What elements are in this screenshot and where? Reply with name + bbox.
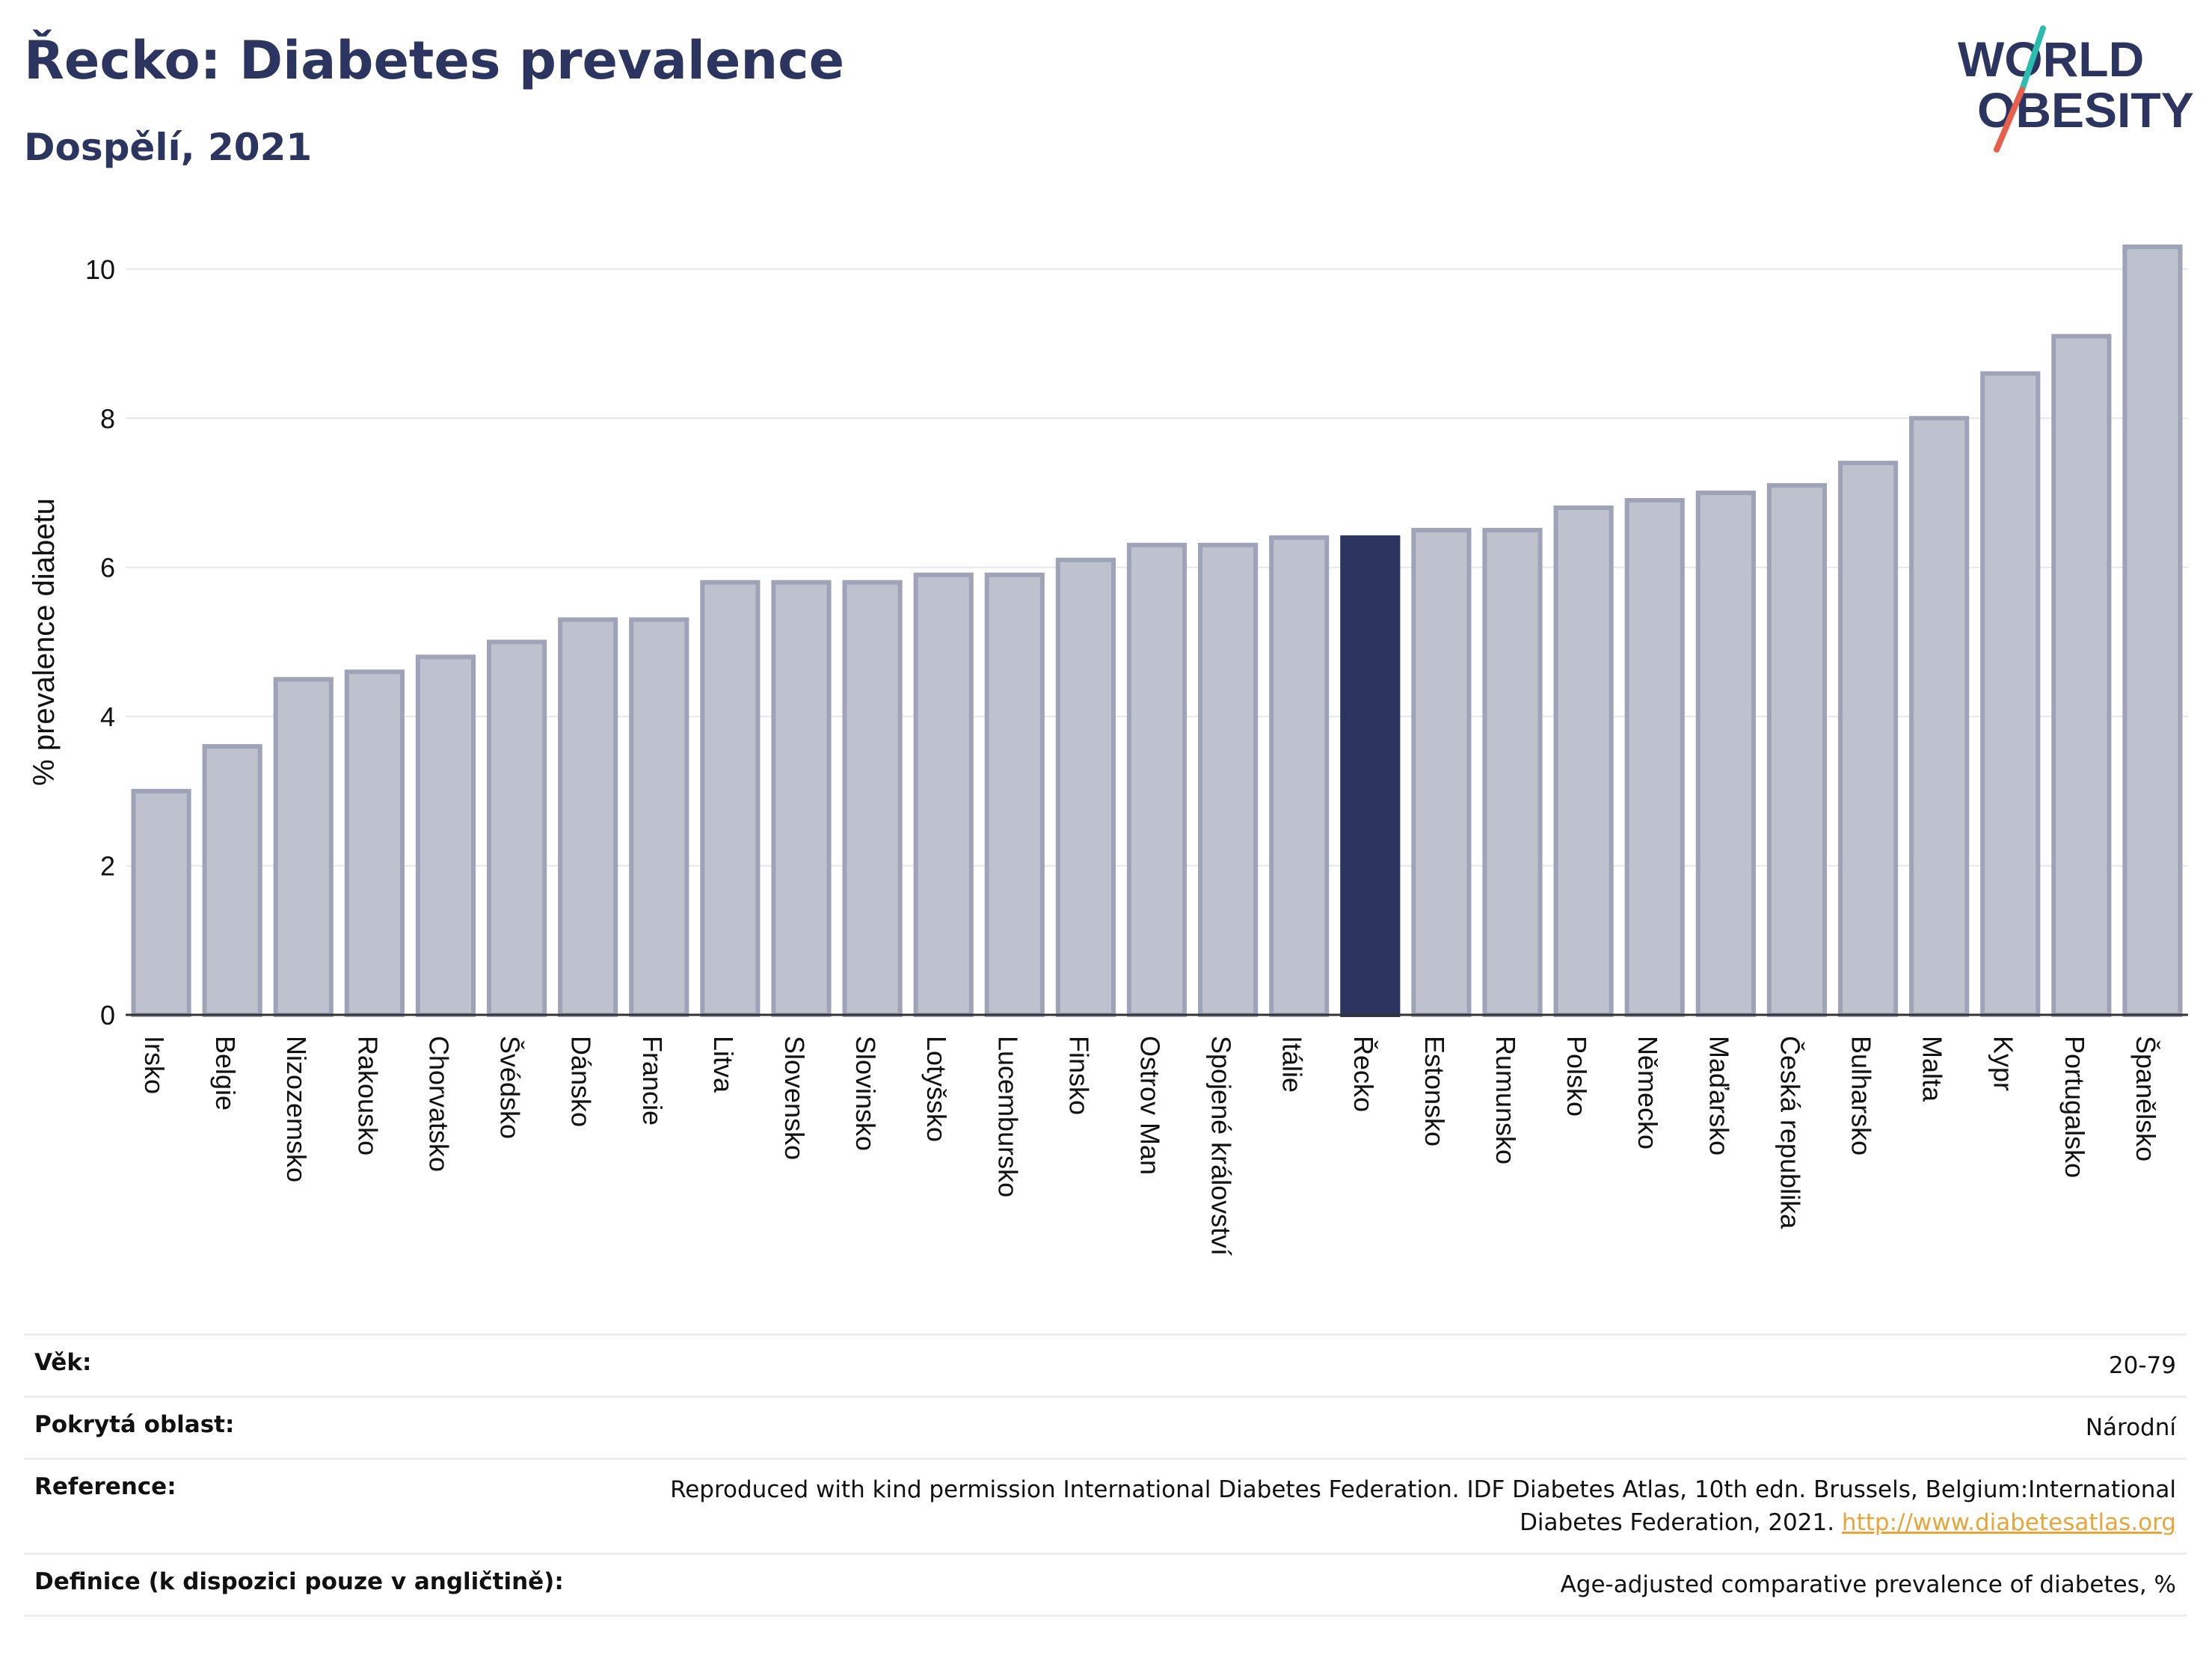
x-tick-label: Řecko — [1348, 1036, 1379, 1112]
x-tick-label: Spojené království — [1206, 1036, 1237, 1256]
reference-link[interactable]: http://www.diabetesatlas.org — [1841, 1509, 2176, 1536]
chart-title: Řecko: Diabetes prevalence — [24, 30, 845, 91]
bar-24 — [1837, 461, 1899, 1017]
info-row-age: Věk: 20-79 — [24, 1333, 2187, 1398]
x-tick-label: Portugalsko — [2059, 1036, 2090, 1178]
x-tick-label: Itálie — [1277, 1036, 1308, 1093]
bar-10 — [842, 580, 903, 1017]
x-tick-label: Slovinsko — [850, 1036, 881, 1151]
bar-20 — [1553, 505, 1614, 1017]
x-tick-label: Chorvatsko — [423, 1036, 454, 1172]
x-axis-labels: Irsko Belgie Nizozemsko Rakousko Chorvatsko Š… — [139, 1036, 2161, 1256]
info-value-reference: Reproduced with kind permission Internat… — [574, 1458, 2187, 1555]
y-tick-label: 4 — [100, 701, 115, 732]
y-tick-label: 2 — [100, 851, 115, 882]
bar-21 — [1624, 497, 1685, 1017]
x-tick-label: Lotyšsko — [921, 1036, 952, 1142]
info-label-coverage: Pokrytá oblast: — [24, 1395, 574, 1460]
info-value-definition: Age-adjusted comparative prevalence of d… — [574, 1553, 2187, 1617]
x-tick-label: Rakousko — [352, 1036, 383, 1155]
bar-25 — [1909, 416, 1970, 1017]
bar-22 — [1695, 490, 1756, 1017]
bar-27 — [2051, 334, 2112, 1017]
info-label-reference: Reference: — [24, 1458, 574, 1555]
x-tick-label: Francie — [637, 1036, 668, 1126]
x-tick-label: Polsko — [1561, 1036, 1592, 1117]
bar-1 — [202, 744, 262, 1017]
bar-2 — [273, 677, 334, 1017]
bar-0 — [131, 788, 191, 1017]
bar-18 — [1411, 527, 1472, 1017]
reference-text: Reproduced with kind permission Internat… — [670, 1476, 2176, 1536]
chart-subtitle: Dospělí, 2021 — [24, 126, 313, 169]
info-row-reference: Reference: Reproduced with kind permissi… — [24, 1458, 2187, 1555]
y-tick-label: 6 — [100, 553, 115, 583]
bar-19 — [1482, 527, 1543, 1017]
logo-text-world: WORLD — [1958, 31, 2144, 87]
x-tick-label: Bulharsko — [1846, 1036, 1877, 1155]
bar-16 — [1269, 535, 1330, 1017]
bar-13 — [1055, 557, 1116, 1017]
bar-chart: 0 2 4 6 8 10 Irsko Belgie Nizozemsko Rakousko Cho… — [28, 244, 2188, 1256]
x-tick-label: Belgie — [210, 1036, 241, 1111]
bar-12 — [984, 572, 1045, 1017]
y-axis-ticks: 0 2 4 6 8 10 — [85, 254, 115, 1031]
info-table: Věk: 20-79 Pokrytá oblast: Národní Refer… — [24, 1333, 2187, 1617]
x-tick-label: Maďarsko — [1703, 1036, 1734, 1155]
x-tick-label: Dánsko — [566, 1036, 597, 1127]
bar-26 — [1980, 371, 2041, 1017]
x-tick-label: Německo — [1632, 1036, 1663, 1149]
y-tick-label: 10 — [85, 254, 115, 285]
info-value-age: 20-79 — [574, 1333, 2187, 1398]
info-value-coverage: Národní — [574, 1395, 2187, 1460]
info-label-definition: Definice (k dispozici pouze v angličtině… — [24, 1553, 574, 1617]
info-row-definition: Definice (k dispozici pouze v angličtině… — [24, 1553, 2187, 1617]
logo-slash-top — [2019, 25, 2046, 93]
x-tick-label: Slovensko — [779, 1036, 810, 1160]
x-tick-label: Nizozemsko — [281, 1036, 312, 1182]
bar-9 — [771, 580, 832, 1017]
x-tick-label: Irsko — [139, 1036, 170, 1094]
x-tick-label: Lucembursko — [992, 1036, 1023, 1197]
bar-23 — [1766, 483, 1828, 1017]
x-tick-label: Litva — [708, 1036, 739, 1093]
info-row-coverage: Pokrytá oblast: Národní — [24, 1395, 2187, 1460]
world-obesity-logo: WORLD OBESITY — [1958, 25, 2194, 153]
info-label-age: Věk: — [24, 1333, 574, 1398]
bar-7 — [629, 617, 689, 1017]
y-tick-label: 8 — [100, 403, 115, 434]
x-tick-label: Česká republika — [1775, 1036, 1805, 1229]
bar-5 — [486, 639, 547, 1017]
y-axis-label: % prevalence diabetu — [28, 498, 61, 786]
x-tick-label: Ostrov Man — [1134, 1036, 1165, 1175]
bar-15 — [1198, 542, 1259, 1017]
x-tick-label: Kypr — [1988, 1036, 2019, 1091]
bar-highlight-17 — [1340, 535, 1401, 1017]
x-tick-label: Španělsko — [2130, 1036, 2161, 1161]
bars — [131, 244, 2183, 1018]
bar-8 — [700, 580, 761, 1017]
bar-4 — [415, 654, 476, 1018]
bar-6 — [558, 617, 618, 1017]
x-tick-label: Finsko — [1063, 1036, 1094, 1115]
x-tick-label: Rumunsko — [1490, 1036, 1521, 1164]
x-tick-label: Malta — [1917, 1036, 1948, 1102]
y-tick-label: 0 — [100, 1000, 115, 1031]
bar-14 — [1126, 542, 1188, 1017]
x-tick-label: Estonsko — [1419, 1036, 1450, 1146]
logo-slash-bottom — [1994, 87, 2025, 153]
bar-28 — [2122, 244, 2183, 1018]
x-tick-label: Švédsko — [495, 1036, 526, 1139]
bar-3 — [344, 669, 405, 1017]
bar-11 — [913, 572, 974, 1017]
